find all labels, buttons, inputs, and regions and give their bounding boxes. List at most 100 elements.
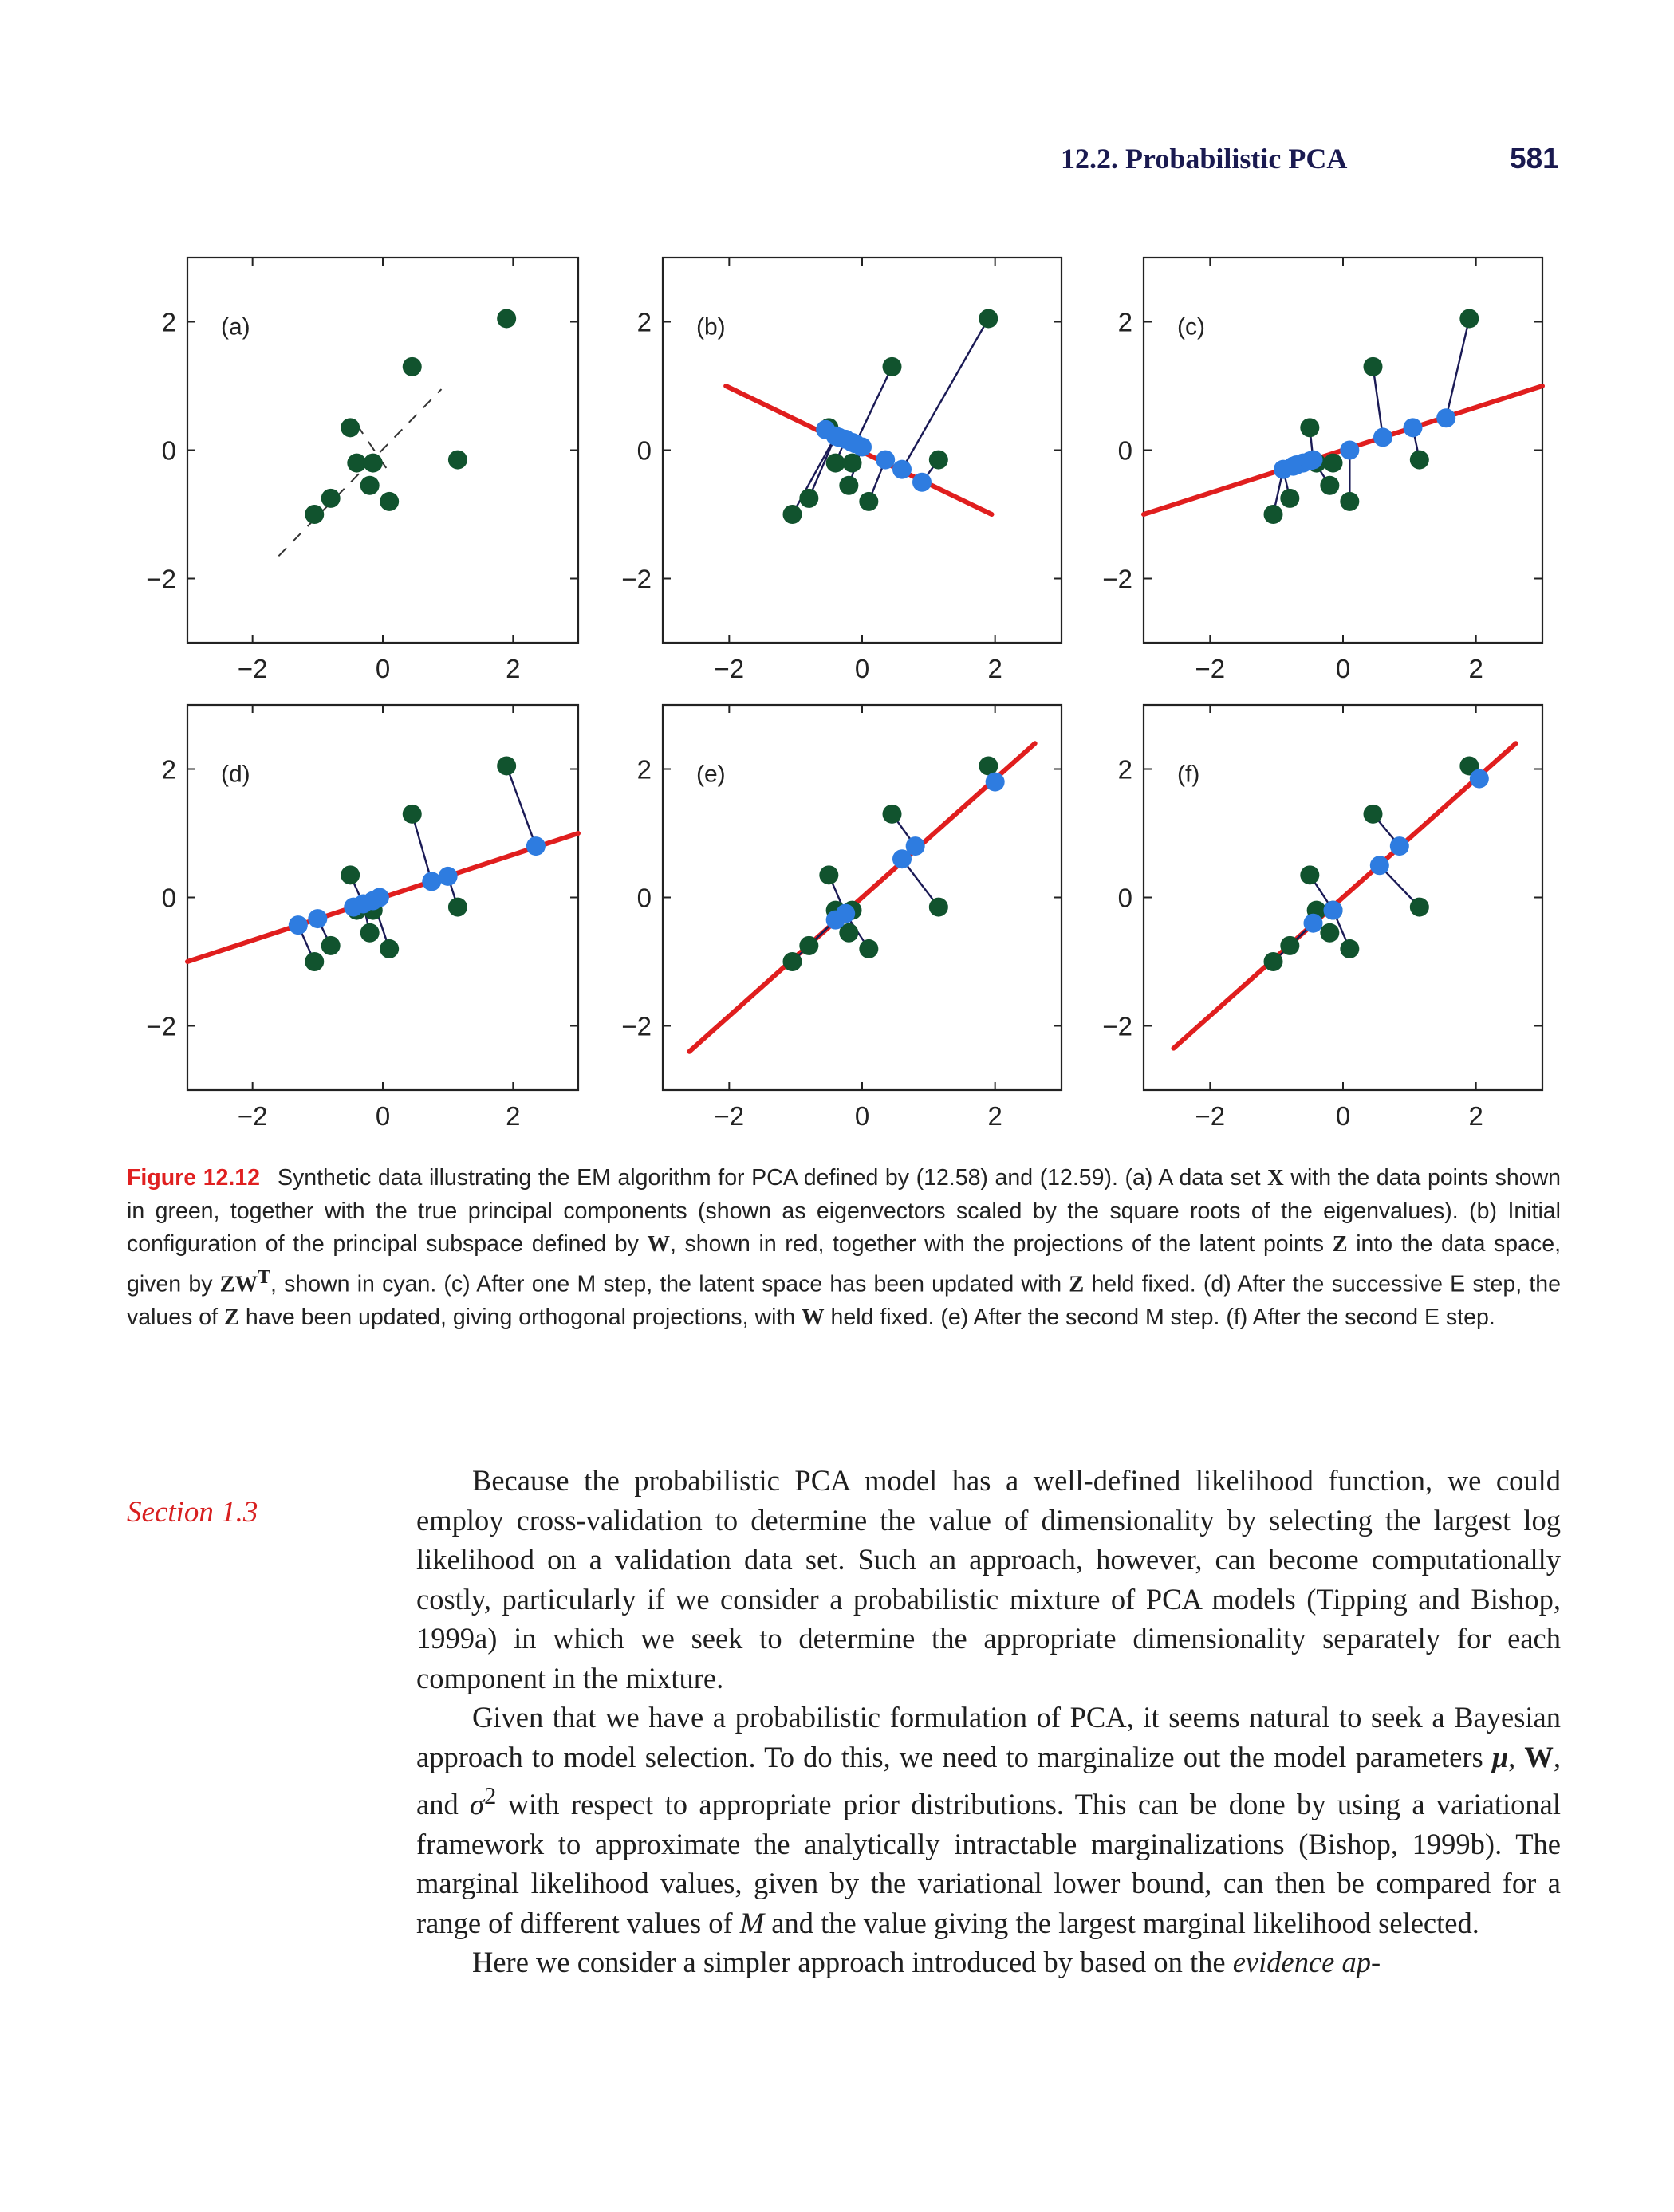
y-tick-label: 0	[162, 436, 176, 466]
figure-12-12: −2 −2 0 0 2 2 (a) −2 −2 0 0 2 2 (b) −2 −2 0 0 2 2 (c) −2 −2 0 0 2…	[146, 256, 1545, 1131]
data-point	[928, 897, 948, 917]
y-tick-label: −2	[1102, 565, 1132, 594]
principal-subspace-line	[687, 741, 1038, 1054]
data-point	[1340, 491, 1360, 511]
data-point	[1323, 453, 1343, 473]
panel-label: (b)	[696, 314, 726, 340]
paragraph-text: and the value giving the largest margina…	[764, 1906, 1479, 1939]
x-tick-label: 2	[1468, 1101, 1483, 1131]
x-tick-label: 2	[1468, 654, 1483, 683]
panel-label: (e)	[696, 762, 726, 788]
paragraph: Because the probabilistic PCA model has …	[416, 1464, 1561, 1694]
data-point	[928, 450, 948, 470]
projection-point	[438, 866, 458, 886]
data-point	[360, 475, 380, 495]
y-tick-label: 2	[637, 308, 652, 337]
x-tick-label: −2	[238, 1101, 268, 1131]
data-point	[882, 804, 902, 824]
caption-text-4: into the data space, given by	[127, 1231, 1561, 1297]
projection-connector	[506, 766, 538, 847]
data-point	[859, 491, 879, 511]
projection-point	[1469, 769, 1489, 789]
data-point	[1320, 475, 1340, 495]
data-point	[360, 923, 380, 943]
paragraph-text: with respect to appropriate prior distri…	[416, 1788, 1561, 1939]
symbol-mu: μ	[1491, 1740, 1509, 1773]
projection-connector	[791, 435, 837, 515]
projection-point	[369, 888, 389, 907]
projection-connector	[901, 858, 939, 908]
x-tick-label: −2	[238, 654, 268, 683]
y-tick-label: 2	[637, 755, 652, 785]
caption-text-1: Synthetic data illustrating the EM algor…	[278, 1165, 1268, 1191]
caption-symbol-z: Z	[224, 1305, 240, 1330]
projection-connector	[808, 435, 837, 499]
projection-point	[1303, 913, 1323, 933]
margin-note-section-link[interactable]: Section 1.3	[127, 1496, 258, 1529]
data-point	[380, 491, 400, 511]
x-tick-label: 2	[987, 654, 1002, 683]
data-point	[839, 923, 859, 943]
projection-point	[836, 903, 856, 923]
data-point	[341, 865, 360, 885]
caption-text-6: held fixed. (d) After the successive E s…	[127, 1271, 1561, 1330]
x-tick-label: 0	[376, 654, 390, 683]
caption-symbol-z: Z	[1332, 1232, 1348, 1257]
data-point	[305, 505, 325, 524]
x-tick-label: 2	[506, 654, 520, 683]
figure-caption: Figure 12.12 Synthetic data illustrating …	[127, 1162, 1561, 1334]
caption-text-8: held fixed. (e) After the second M step.…	[824, 1304, 1495, 1330]
projection-point	[288, 915, 308, 935]
data-point	[859, 939, 879, 958]
data-point	[497, 756, 517, 776]
caption-text-3: , shown in red, together with the projec…	[670, 1231, 1333, 1257]
projection-point	[853, 437, 872, 457]
data-point	[842, 453, 862, 473]
caption-text-2: with the data points shown in green, tog…	[127, 1165, 1562, 1257]
projection-point	[1303, 450, 1323, 470]
paragraph-text: ,	[1508, 1740, 1525, 1773]
y-tick-label: −2	[621, 1012, 652, 1041]
projection-point	[1340, 440, 1360, 460]
y-tick-label: 0	[162, 884, 176, 913]
data-point	[402, 356, 422, 376]
projection-connector	[900, 317, 990, 470]
caption-symbol-w: W	[647, 1232, 671, 1257]
projection-connector	[1378, 864, 1420, 908]
data-point	[1363, 804, 1383, 824]
y-tick-label: −2	[146, 1012, 176, 1041]
y-tick-label: 2	[162, 308, 176, 337]
projection-point	[1436, 408, 1456, 428]
x-tick-label: 0	[1336, 1101, 1350, 1131]
panel-label: (f)	[1177, 762, 1199, 788]
data-point	[1320, 923, 1340, 943]
y-tick-label: 2	[1118, 755, 1132, 785]
data-point	[380, 939, 400, 958]
projection-connector	[1372, 366, 1384, 438]
y-tick-label: 0	[637, 436, 652, 466]
data-point	[819, 865, 839, 885]
projection-point	[892, 459, 912, 479]
data-point	[1409, 897, 1429, 917]
data-point	[782, 505, 802, 524]
data-point	[1340, 939, 1360, 958]
y-tick-label: 0	[1118, 436, 1132, 466]
projection-point	[1373, 427, 1392, 447]
paragraph-text: , and	[416, 1740, 1561, 1821]
x-tick-label: 2	[987, 1101, 1002, 1131]
x-tick-label: −2	[715, 1101, 745, 1131]
projection-point	[912, 472, 932, 492]
running-header-title: 12.2. Probabilistic PCA	[1061, 143, 1348, 175]
data-point	[1280, 488, 1300, 508]
data-point	[447, 450, 467, 470]
paragraph-text: Here we consider a simpler approach intr…	[472, 1946, 1233, 1979]
data-point	[402, 804, 422, 824]
caption-superscript-t: T	[258, 1266, 271, 1288]
projection-point	[985, 772, 1005, 792]
emphasis: evidence ap-	[1232, 1946, 1381, 1979]
data-point	[1459, 756, 1479, 776]
paragraph: Given that we have a probabilistic formu…	[416, 1698, 1561, 1942]
data-point	[497, 309, 517, 329]
data-point	[799, 488, 819, 508]
data-point	[782, 952, 802, 971]
